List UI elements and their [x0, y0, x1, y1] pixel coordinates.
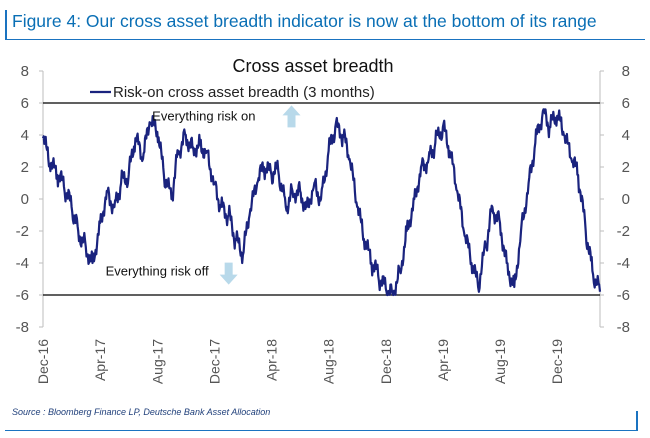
figure-header: Figure 4: Our cross asset breadth indica…: [0, 0, 650, 40]
x-tick-label: Apr-18: [264, 339, 280, 381]
annotation-label: Everything risk off: [106, 264, 209, 279]
y-tick-label-right: -8: [617, 319, 630, 336]
series-line: [41, 108, 602, 297]
x-tick-label: Dec-16: [35, 339, 51, 384]
y-tick-label-left: 0: [21, 191, 29, 208]
y-tick-label-left: 4: [21, 127, 29, 144]
header-accent-tick: [5, 10, 7, 40]
y-tick-label-left: -2: [16, 223, 29, 240]
x-tick-label: Dec-18: [378, 339, 394, 384]
risk-on-arrow: [282, 105, 301, 128]
x-tick-label: Dec-19: [549, 339, 565, 384]
y-tick-label-right: -6: [617, 287, 630, 304]
y-tick-label-left: -4: [16, 255, 29, 272]
source-note: Source : Bloomberg Finance LP, Deutsche …: [12, 407, 271, 417]
y-tick-label-right: 2: [622, 159, 630, 176]
annotation-label: Everything risk on: [152, 108, 255, 123]
y-tick-label-right: 0: [622, 191, 630, 208]
y-tick-label-right: 6: [622, 95, 630, 112]
y-tick-label-left: 2: [21, 159, 29, 176]
figure-title: Figure 4: Our cross asset breadth indica…: [12, 11, 597, 31]
x-tick-label: Aug-19: [492, 339, 508, 384]
x-tick-label: Apr-17: [92, 339, 108, 381]
x-tick-label: Apr-19: [435, 339, 451, 381]
x-tick-label: Aug-18: [321, 339, 337, 384]
legend-label: Risk-on cross asset breadth (3 months): [113, 84, 375, 101]
risk-off-arrow: [219, 262, 238, 285]
y-tick-label-left: 8: [21, 63, 29, 80]
y-tick-label-left: -6: [16, 287, 29, 304]
y-tick-label-left: 6: [21, 95, 29, 112]
y-tick-label-right: 8: [622, 63, 630, 80]
y-tick-label-right: 4: [622, 127, 630, 144]
y-tick-label-right: -2: [617, 223, 630, 240]
chart-title: Cross asset breadth: [232, 56, 393, 76]
y-tick-label-right: -4: [617, 255, 630, 272]
x-tick-label: Dec-17: [206, 339, 222, 384]
footer-rule: [5, 430, 637, 431]
footer-accent-tick: [636, 411, 638, 431]
y-tick-label-left: -8: [16, 319, 29, 336]
x-tick-label: Aug-17: [149, 339, 165, 384]
header-rule: [5, 39, 645, 40]
